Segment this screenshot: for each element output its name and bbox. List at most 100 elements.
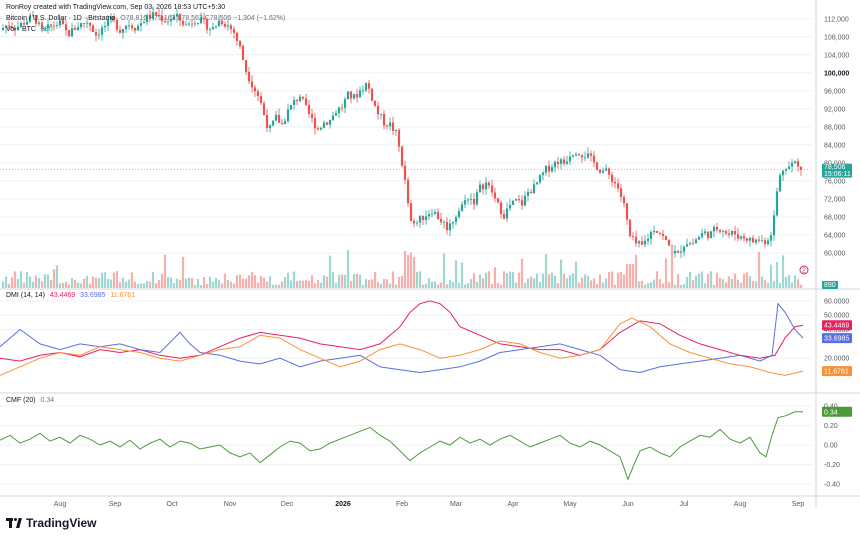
candle-body [562, 159, 566, 164]
candle-body [46, 24, 50, 29]
candle-body [58, 20, 62, 26]
candle-body [148, 14, 152, 19]
candle-body [730, 230, 734, 235]
symbol-legend[interactable]: Bitcoin / U.S. Dollar · 1D · Bitstamp O7… [6, 15, 288, 22]
candle-body [541, 172, 545, 176]
candle-body [103, 25, 107, 28]
volume-bar [406, 254, 410, 288]
candle-body [277, 114, 281, 123]
volume-bar [217, 280, 221, 288]
volume-bar [622, 274, 626, 288]
volume-bar [520, 258, 524, 288]
candle-body [475, 192, 479, 205]
tradingview-logo-icon [6, 518, 22, 528]
alert-icon[interactable] [799, 265, 809, 275]
volume-bar [421, 284, 425, 288]
volume-bar [385, 279, 389, 288]
candle-body [370, 88, 374, 101]
candle-body [526, 191, 530, 196]
volume-bar [286, 272, 290, 288]
volume-bar [709, 271, 713, 288]
volume-bar [745, 272, 749, 288]
candle-body [334, 113, 338, 116]
volume-bar [487, 271, 491, 288]
volume-bar [346, 250, 350, 288]
candle-body [430, 213, 434, 215]
candle-body [301, 96, 305, 99]
candle-body [115, 19, 119, 30]
volume-bar [256, 282, 260, 288]
price-tick-label: 84,000 [824, 142, 846, 149]
volume-bar [361, 284, 365, 288]
candle-body [664, 236, 668, 240]
volume-bar [130, 272, 134, 288]
candle-body [223, 24, 227, 27]
volume-bar [109, 279, 113, 288]
cmf-legend[interactable]: CMF (20) 0.34 [6, 397, 57, 404]
volume-bar [616, 272, 620, 288]
candle-body [343, 99, 347, 108]
candle-body [241, 46, 245, 61]
volume-bar [319, 282, 323, 288]
candle-body [157, 14, 161, 16]
candle-body [493, 192, 497, 199]
volume-bar [112, 272, 116, 288]
volume-bar [469, 278, 473, 288]
candle-body [163, 21, 167, 23]
volume-bar [499, 284, 503, 288]
candle-body [766, 240, 770, 245]
volume-bar [664, 258, 668, 288]
volume-bar [313, 283, 317, 288]
candle-body [304, 98, 308, 105]
candle-body [418, 215, 422, 223]
candle-body [697, 236, 701, 240]
volume-bar [658, 279, 662, 288]
candle-body [253, 87, 257, 92]
volume-bar [631, 264, 635, 288]
volume-bar [358, 274, 362, 288]
volume-bar [142, 283, 146, 288]
volume-bar [799, 284, 803, 288]
dmi-adx-value: 11.6761 [110, 292, 136, 299]
dmi-series-line [0, 317, 804, 376]
candle-body [682, 246, 686, 252]
candle-body [76, 27, 80, 31]
candle-body [214, 26, 218, 28]
candle-body [100, 27, 104, 35]
candle-body [481, 184, 485, 190]
volume-bar [427, 278, 431, 288]
volume-bar [778, 282, 782, 288]
volume-bar [34, 275, 38, 288]
volume-bar [592, 278, 596, 288]
volume-bar [757, 251, 761, 288]
candle-body [592, 155, 596, 163]
volume-legend[interactable]: Vol · BTC 890 [6, 26, 56, 33]
candle-body [517, 199, 521, 201]
volume-bar [343, 274, 347, 288]
volume-bar [397, 277, 401, 288]
volume-bar [223, 273, 227, 288]
volume-bar [493, 267, 497, 288]
candle-body [451, 222, 455, 224]
last-price-countdown: 15:06:11 [824, 171, 851, 178]
price-tick-label: 68,000 [824, 214, 846, 221]
volume-tag [822, 281, 838, 289]
candle-body [382, 114, 386, 126]
volume-bar [712, 284, 716, 288]
dmi-legend[interactable]: DMI (14, 14) 43.4469 33.6985 11.6761 [6, 292, 138, 299]
candle-body [142, 22, 146, 24]
candle-body [799, 166, 803, 170]
candle-body [427, 214, 431, 217]
volume-bar [76, 282, 80, 288]
volume-bar [46, 274, 50, 288]
price-tick-label: 60,000 [824, 250, 846, 257]
volume-bar [508, 271, 512, 288]
candle-body [505, 208, 509, 219]
volume-bar [58, 283, 62, 288]
volume-bar [211, 281, 215, 288]
candle-body [4, 25, 8, 28]
candle-body [787, 166, 791, 170]
candle-body [43, 28, 47, 30]
volume-bar [586, 275, 590, 288]
volume-bar [619, 272, 623, 288]
